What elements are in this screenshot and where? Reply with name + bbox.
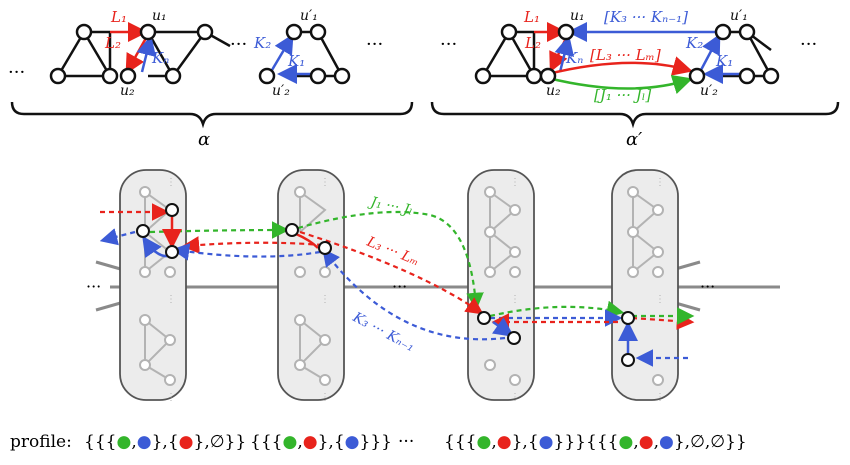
top-right-graph: ··· L₁ L₂ Kₙ u₁ u₂ [K₃ ·· [430,8,840,150]
profile-group-1: {{{●,●},{●},∅}} [84,432,246,452]
svg-text:L₁: L₁ [523,8,540,26]
label-u1p: u′₁ [300,8,318,24]
label-L1: L₁ [110,8,127,26]
svg-text:···: ··· [800,34,817,55]
arrow-K [322,248,506,341]
label-J: J₁ ··· Jₗ [366,194,414,219]
label-Kseq: [K₃ ··· Kₙ₋₁] [604,8,688,26]
profile-group-2: {{{●,●},{●}}} [250,432,392,452]
svg-text:⋮: ⋮ [166,294,176,305]
arrow-Lseq [547,56,693,76]
arrow-J [297,210,484,311]
svg-text:⋮: ⋮ [510,177,520,188]
svg-text:u₁: u₁ [570,8,585,24]
capsule-2 [277,169,345,401]
top-left-graph: ··· L₁ L₂ Kₙ u₁ u₂ ··· [8,8,414,150]
svg-text:⋮: ⋮ [510,294,520,305]
svg-text:L₂: L₂ [524,34,541,52]
label-Jseq: [J₁ ··· Jₗ] [594,86,651,104]
label-Lseq: [L₃ ··· Lₘ] [590,46,661,64]
svg-text:⋮: ⋮ [320,294,330,305]
arrow-Jseq [547,74,693,94]
capsule-3 [467,169,535,401]
svg-text:⋮: ⋮ [655,294,665,305]
label-L: L₃ ··· Lₘ [364,233,422,269]
label-u2: u₂ [120,83,135,99]
label-alpha-prime: α′ [626,129,642,150]
label-L2: L₂ [104,34,121,52]
svg-text:Kₙ: Kₙ [565,49,583,67]
arrow-L [299,230,484,315]
dots-mid-left: ··· [230,34,247,55]
label-K1: K₁ [287,52,305,70]
svg-text:⋮: ⋮ [320,177,330,188]
profile-group-4: {{{●,●},{●}}} [444,432,586,452]
dots-left: ··· [8,62,25,83]
svg-text:⋮: ⋮ [166,177,176,188]
label-u1: u₁ [152,8,167,24]
svg-text:u′₁: u′₁ [730,8,748,24]
profile-row: profile: {{{●,●},{●},∅}} {{{●,●},{●}}} ·… [10,432,747,452]
label-K2: K₂ [253,34,271,52]
svg-text:⋮: ⋮ [166,392,176,403]
svg-text:K₂: K₂ [685,34,703,52]
svg-text:K₁: K₁ [715,52,733,70]
svg-text:⋮: ⋮ [655,177,665,188]
profile-label: profile: [10,432,72,452]
brace-alpha [10,101,414,129]
middle-section: ··· ··· ··· [86,169,780,403]
svg-text:⋮: ⋮ [320,392,330,403]
dots-right-1: ··· [440,34,457,55]
svg-text:···: ··· [392,277,407,296]
svg-text:···: ··· [700,277,715,296]
svg-text:u′₂: u′₂ [700,83,718,99]
arrow-Kn [136,35,157,73]
profile-group-5: {{{●,●,●},∅,∅}} [586,432,747,452]
capsule-4 [611,169,679,401]
dots-right-left: ··· [366,34,383,55]
label-u2p: u′₂ [272,83,290,99]
brace-alpha-prime [430,101,840,129]
label-Kn: Kₙ [151,49,169,67]
svg-text:⋮: ⋮ [510,392,520,403]
svg-text:⋮: ⋮ [655,392,665,403]
label-K: K₃ ··· Kₙ₋₁ [349,309,417,355]
svg-text:u₂: u₂ [546,83,561,99]
arrow-K2 [270,33,294,71]
label-alpha: α [198,129,210,150]
svg-text:···: ··· [86,277,101,296]
profile-group-3: ··· [398,432,414,452]
